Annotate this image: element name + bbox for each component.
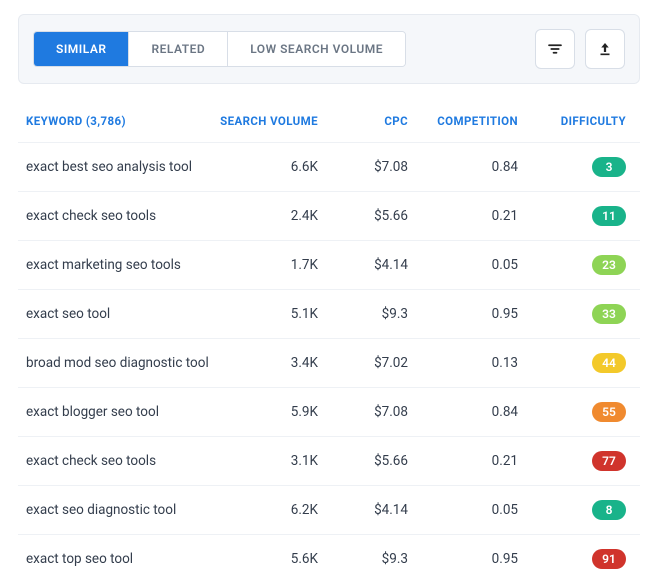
- cell-cpc: $9.3: [336, 306, 426, 322]
- table-row[interactable]: exact check seo tools3.1K$5.660.21 77: [18, 436, 640, 485]
- cell-competition: 0.95: [426, 551, 536, 567]
- cell-difficulty: 44: [536, 353, 626, 373]
- col-header-competition[interactable]: COMPETITION: [426, 114, 536, 128]
- difficulty-pill: 8: [592, 500, 626, 520]
- filter-button[interactable]: [535, 29, 575, 69]
- difficulty-pill: 44: [592, 353, 626, 373]
- cell-competition: 0.84: [426, 159, 536, 175]
- col-header-keyword[interactable]: KEYWORD (3,786): [26, 114, 216, 128]
- cell-competition: 0.95: [426, 306, 536, 322]
- cell-competition: 0.21: [426, 208, 536, 224]
- cell-difficulty: 11: [536, 206, 626, 226]
- cell-keyword: broad mod seo diagnostic tool: [26, 355, 216, 371]
- cell-keyword: exact top seo tool: [26, 551, 216, 567]
- table-row[interactable]: exact top seo tool5.6K$9.30.95 91: [18, 534, 640, 583]
- cell-keyword: exact blogger seo tool: [26, 404, 216, 420]
- cell-difficulty: 3: [536, 157, 626, 177]
- table-row[interactable]: exact check seo tools2.4K$5.660.21 11: [18, 191, 640, 240]
- cell-difficulty: 23: [536, 255, 626, 275]
- cell-competition: 0.05: [426, 502, 536, 518]
- difficulty-pill: 11: [592, 206, 626, 226]
- cell-difficulty: 91: [536, 549, 626, 569]
- cell-cpc: $9.3: [336, 551, 426, 567]
- tab-similar[interactable]: SIMILAR: [34, 32, 129, 66]
- toolbar-actions: [535, 29, 625, 69]
- cell-volume: 2.4K: [216, 208, 336, 224]
- cell-volume: 3.4K: [216, 355, 336, 371]
- table-row[interactable]: exact marketing seo tools1.7K$4.140.05 23: [18, 240, 640, 289]
- upload-button[interactable]: [585, 29, 625, 69]
- cell-difficulty: 77: [536, 451, 626, 471]
- tab-related[interactable]: RELATED: [129, 32, 228, 66]
- cell-cpc: $4.14: [336, 502, 426, 518]
- difficulty-pill: 91: [592, 549, 626, 569]
- difficulty-pill: 33: [592, 304, 626, 324]
- keyword-table: KEYWORD (3,786) SEARCH VOLUME CPC COMPET…: [0, 84, 658, 583]
- tab-group: SIMILARRELATEDLOW SEARCH VOLUME: [33, 31, 406, 67]
- col-header-volume[interactable]: SEARCH VOLUME: [216, 114, 336, 128]
- upload-icon: [596, 40, 614, 58]
- toolbar: SIMILARRELATEDLOW SEARCH VOLUME: [18, 14, 640, 84]
- cell-cpc: $7.08: [336, 159, 426, 175]
- cell-volume: 6.2K: [216, 502, 336, 518]
- cell-cpc: $5.66: [336, 208, 426, 224]
- table-row[interactable]: exact blogger seo tool5.9K$7.080.84 55: [18, 387, 640, 436]
- col-header-cpc[interactable]: CPC: [336, 114, 426, 128]
- cell-cpc: $7.08: [336, 404, 426, 420]
- table-body: exact best seo analysis tool6.6K$7.080.8…: [18, 142, 640, 583]
- cell-volume: 5.9K: [216, 404, 336, 420]
- table-header-row: KEYWORD (3,786) SEARCH VOLUME CPC COMPET…: [18, 84, 640, 142]
- cell-keyword: exact marketing seo tools: [26, 257, 216, 273]
- cell-competition: 0.84: [426, 404, 536, 420]
- cell-volume: 6.6K: [216, 159, 336, 175]
- table-row[interactable]: exact best seo analysis tool6.6K$7.080.8…: [18, 142, 640, 191]
- cell-keyword: exact seo diagnostic tool: [26, 502, 216, 518]
- difficulty-pill: 55: [592, 402, 626, 422]
- cell-keyword: exact check seo tools: [26, 453, 216, 469]
- col-header-difficulty[interactable]: DIFFICULTY: [536, 114, 626, 128]
- cell-volume: 3.1K: [216, 453, 336, 469]
- cell-volume: 1.7K: [216, 257, 336, 273]
- difficulty-pill: 77: [592, 451, 626, 471]
- cell-volume: 5.6K: [216, 551, 336, 567]
- cell-difficulty: 33: [536, 304, 626, 324]
- difficulty-pill: 3: [592, 157, 626, 177]
- filter-icon: [546, 40, 564, 58]
- cell-difficulty: 8: [536, 500, 626, 520]
- cell-volume: 5.1K: [216, 306, 336, 322]
- table-row[interactable]: exact seo tool5.1K$9.30.95 33: [18, 289, 640, 338]
- difficulty-pill: 23: [592, 255, 626, 275]
- cell-keyword: exact best seo analysis tool: [26, 159, 216, 175]
- cell-keyword: exact seo tool: [26, 306, 216, 322]
- table-row[interactable]: exact seo diagnostic tool6.2K$4.140.05 8: [18, 485, 640, 534]
- cell-cpc: $5.66: [336, 453, 426, 469]
- cell-cpc: $7.02: [336, 355, 426, 371]
- cell-cpc: $4.14: [336, 257, 426, 273]
- cell-keyword: exact check seo tools: [26, 208, 216, 224]
- cell-competition: 0.13: [426, 355, 536, 371]
- table-row[interactable]: broad mod seo diagnostic tool3.4K$7.020.…: [18, 338, 640, 387]
- cell-difficulty: 55: [536, 402, 626, 422]
- tab-low-search-volume[interactable]: LOW SEARCH VOLUME: [228, 32, 405, 66]
- cell-competition: 0.21: [426, 453, 536, 469]
- cell-competition: 0.05: [426, 257, 536, 273]
